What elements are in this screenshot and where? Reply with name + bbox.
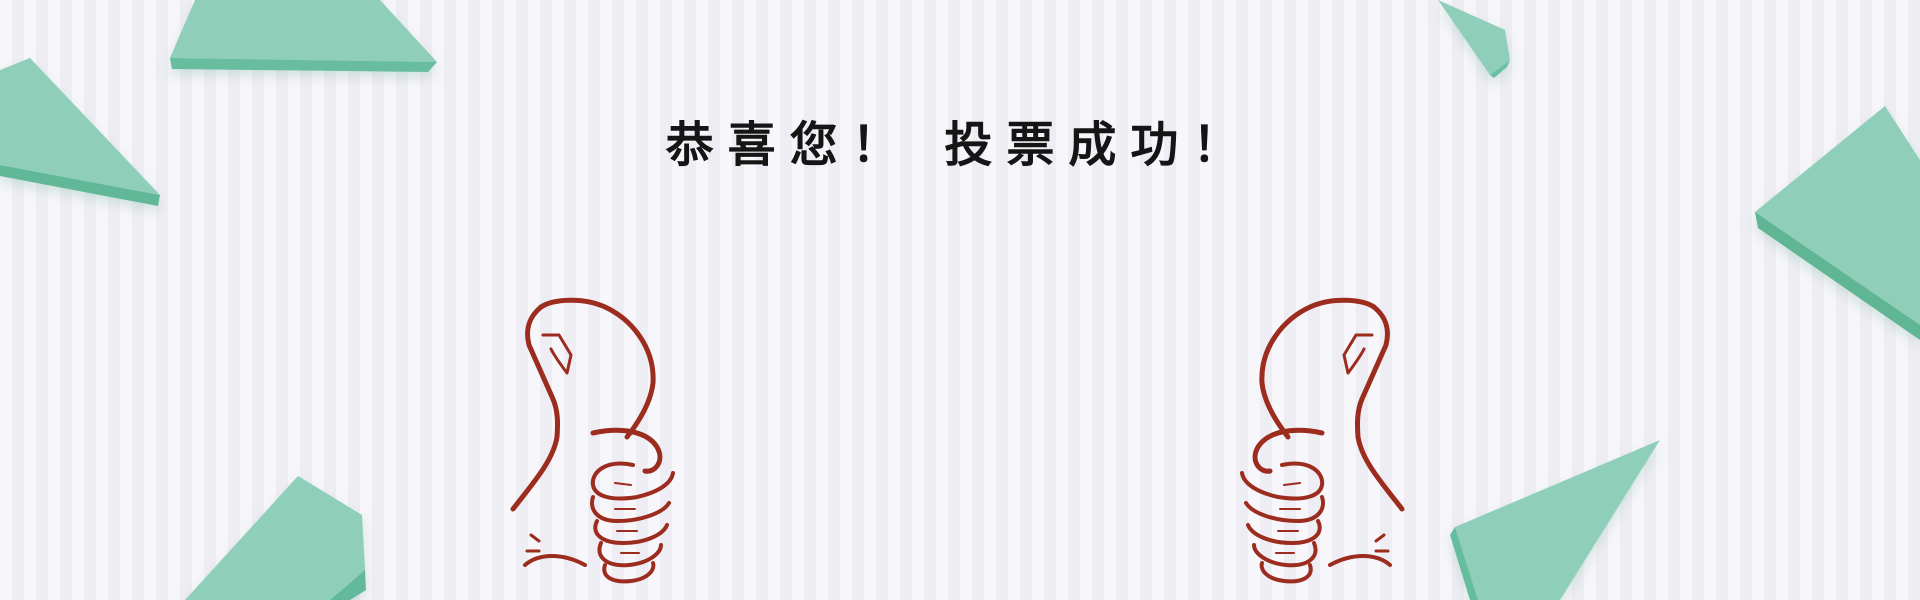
shard-top-left-b [0, 58, 160, 206]
shard-top-left-a [170, 0, 437, 72]
shard-top-center-right [1438, 0, 1510, 78]
shard-right-upper [1755, 106, 1920, 340]
shard-bottom-right [1450, 440, 1660, 600]
thumbs-up-icon [1240, 297, 1405, 584]
shard-bottom-left [185, 476, 366, 600]
success-headline: 恭喜您！ 投票成功！ [665, 117, 1255, 173]
thumbs-up-icon [510, 297, 675, 584]
